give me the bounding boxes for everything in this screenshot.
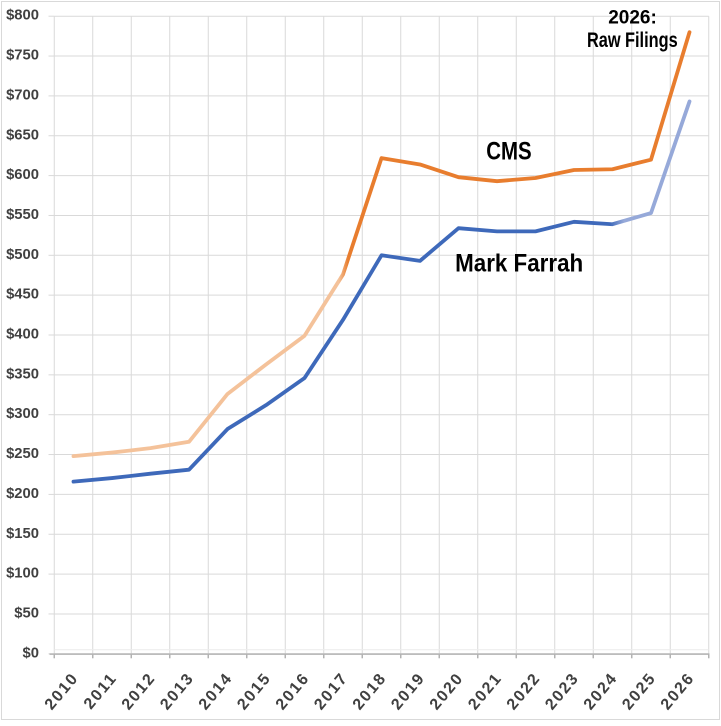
svg-text:CMS: CMS bbox=[486, 137, 531, 165]
svg-text:$550: $550 bbox=[6, 207, 39, 223]
svg-text:$150: $150 bbox=[6, 526, 39, 542]
svg-text:$100: $100 bbox=[6, 566, 39, 582]
svg-text:$500: $500 bbox=[6, 247, 39, 263]
svg-text:$750: $750 bbox=[6, 48, 39, 64]
svg-text:$650: $650 bbox=[6, 127, 39, 143]
svg-text:$600: $600 bbox=[6, 167, 39, 183]
svg-text:$350: $350 bbox=[6, 366, 39, 382]
svg-text:Mark Farrah: Mark Farrah bbox=[455, 250, 583, 277]
svg-text:$200: $200 bbox=[6, 486, 39, 502]
svg-text:$800: $800 bbox=[6, 8, 39, 24]
svg-text:$250: $250 bbox=[6, 446, 39, 462]
svg-text:$700: $700 bbox=[6, 87, 39, 103]
svg-text:$300: $300 bbox=[6, 406, 39, 422]
svg-text:2026:: 2026: bbox=[608, 8, 657, 29]
svg-text:Raw Filings: Raw Filings bbox=[587, 29, 678, 53]
svg-text:$50: $50 bbox=[14, 605, 39, 621]
svg-text:$450: $450 bbox=[6, 287, 39, 303]
svg-text:$0: $0 bbox=[23, 645, 39, 661]
svg-text:$400: $400 bbox=[6, 327, 39, 343]
